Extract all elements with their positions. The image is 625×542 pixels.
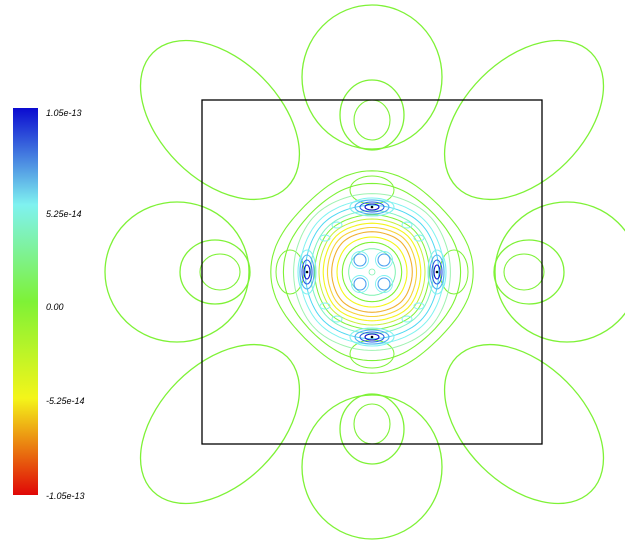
blue-max-bottom-3 bbox=[359, 331, 385, 343]
blue-max-top-4 bbox=[364, 203, 380, 211]
cyan-blob-4 bbox=[401, 315, 413, 323]
blue-max-right-point bbox=[435, 270, 439, 274]
mid-lobe-top bbox=[339, 79, 405, 151]
mid-lobe-left bbox=[179, 239, 251, 305]
inner-contour-2 bbox=[299, 199, 445, 345]
colorbar bbox=[13, 108, 38, 495]
diag-lobe-sw-ring bbox=[139, 343, 301, 505]
diag-lobe-se-ring bbox=[443, 343, 605, 505]
inner-contour-4 bbox=[309, 209, 435, 335]
colorbar-gradient bbox=[13, 108, 38, 495]
center-circle-3 bbox=[353, 277, 367, 291]
inner-lobe-left bbox=[199, 253, 241, 291]
center-dot bbox=[368, 268, 376, 276]
inner-lobe-top bbox=[353, 99, 391, 141]
cyan-blob-1 bbox=[331, 221, 343, 229]
blue-max-left-3 bbox=[301, 259, 313, 285]
blue-max-left-1 bbox=[297, 249, 317, 295]
center-circle-2 bbox=[377, 253, 391, 267]
diag-lobe-se bbox=[443, 343, 605, 505]
colorbar-tick-zero: 0.00 bbox=[46, 302, 64, 312]
blue-max-top-3 bbox=[359, 201, 385, 213]
diag-lobe-ne bbox=[443, 39, 605, 201]
colorbar-tick-lower: -5.25e-14 bbox=[46, 396, 85, 406]
inner-contour-8 bbox=[326, 226, 418, 318]
cyan-blob-6 bbox=[413, 234, 425, 242]
middle-contour-1 bbox=[270, 170, 474, 374]
outer-lobe-right bbox=[494, 201, 625, 343]
center-circle-halo-4 bbox=[375, 275, 393, 293]
blue-max-top-1 bbox=[349, 197, 395, 217]
diag-lobe-ne-ring bbox=[443, 39, 605, 201]
blue-max-bottom-1 bbox=[349, 327, 395, 347]
center-circle-halo-3 bbox=[351, 275, 369, 293]
middle-contour-2 bbox=[282, 182, 462, 362]
inner-contour-7 bbox=[322, 222, 422, 322]
blue-max-bottom-2 bbox=[354, 329, 390, 345]
outer-lobe-bottom bbox=[301, 394, 443, 540]
blue-max-bottom-4 bbox=[364, 333, 380, 341]
inner-contour-3 bbox=[304, 204, 440, 340]
inner-contour-5 bbox=[314, 214, 430, 330]
inner-contour-9 bbox=[331, 231, 413, 313]
frame bbox=[201, 99, 543, 445]
mid-lobe-right bbox=[493, 239, 565, 305]
inner-lobe-right bbox=[503, 253, 545, 291]
inner-contour-10 bbox=[336, 236, 408, 308]
cyan-blob-7 bbox=[319, 302, 331, 310]
colorbar-tick-min: -1.05e-13 bbox=[46, 491, 85, 501]
center-circle-halo-2 bbox=[375, 251, 393, 269]
colorbar-tick-upper: 5.25e-14 bbox=[46, 209, 82, 219]
blue-max-bottom-point bbox=[370, 335, 374, 339]
cyan-blob-3 bbox=[331, 315, 343, 323]
inner-contour-11 bbox=[341, 241, 403, 303]
outer-lobe-left bbox=[104, 201, 250, 343]
cyan-blob-5 bbox=[319, 234, 331, 242]
colorbar-tick-max: 1.05e-13 bbox=[46, 108, 82, 118]
diag-lobe-sw bbox=[139, 343, 301, 505]
cyan-blob-2 bbox=[401, 221, 413, 229]
diag-lobe-nw bbox=[139, 39, 301, 201]
diag-lobe-nw-ring bbox=[139, 39, 301, 201]
center-circle-1 bbox=[353, 253, 367, 267]
center-circle-4 bbox=[377, 277, 391, 291]
blue-max-left-4 bbox=[303, 264, 311, 280]
blue-max-right-4 bbox=[433, 264, 441, 280]
cyan-blob-8 bbox=[413, 302, 425, 310]
blue-max-top-point bbox=[370, 205, 374, 209]
blue-max-top-2 bbox=[354, 199, 390, 215]
inner-contour-6 bbox=[318, 218, 426, 326]
inner-contour-1 bbox=[293, 193, 451, 351]
inner-lobe-bottom bbox=[353, 403, 391, 445]
blue-max-left-point bbox=[305, 270, 309, 274]
blue-max-left-2 bbox=[299, 254, 315, 290]
mid-lobe-bottom bbox=[339, 393, 405, 465]
outer-lobe-top bbox=[301, 4, 443, 150]
center-circle-halo-1 bbox=[351, 251, 369, 269]
blue-max-right-2 bbox=[429, 254, 445, 290]
blue-max-right-3 bbox=[431, 259, 443, 285]
blue-max-right-1 bbox=[427, 249, 447, 295]
